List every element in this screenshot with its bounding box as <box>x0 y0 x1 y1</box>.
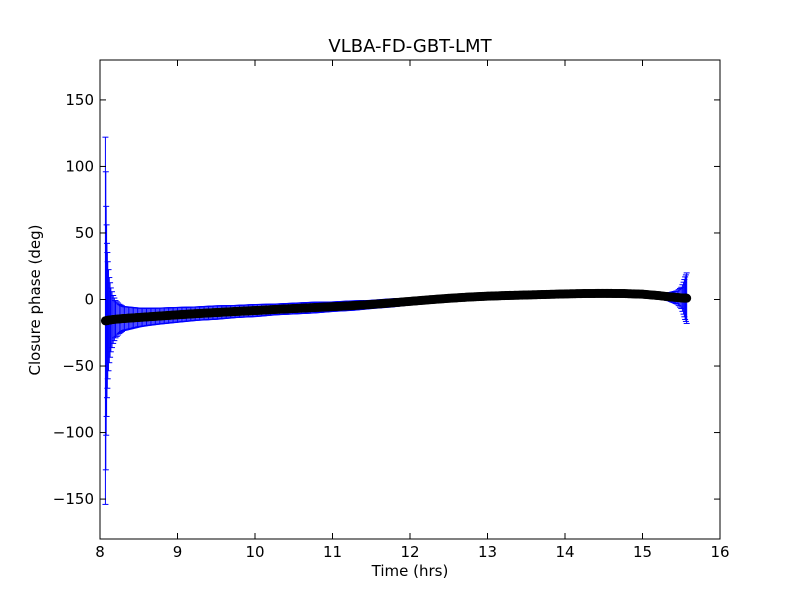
y-tick-label: −50 <box>62 357 94 375</box>
chart-title: VLBA-FD-GBT-LMT <box>328 36 492 57</box>
y-tick-label: 0 <box>84 291 94 309</box>
y-axis: −150 −100 −50 0 50 100 150 <box>53 91 720 508</box>
x-tick-label: 10 <box>245 543 264 561</box>
y-tick-label: 150 <box>65 91 94 109</box>
x-tick-label: 14 <box>555 543 574 561</box>
x-tick-label: 13 <box>478 543 497 561</box>
x-tick-label: 9 <box>173 543 183 561</box>
x-axis-label: Time (hrs) <box>371 562 449 580</box>
x-tick-label: 8 <box>95 543 105 561</box>
y-tick-label: −150 <box>53 490 94 508</box>
x-tick-label: 12 <box>400 543 419 561</box>
x-tick-label: 15 <box>633 543 652 561</box>
x-tick-label: 11 <box>323 543 342 561</box>
marker-layer <box>100 288 692 326</box>
x-tick-label: 16 <box>710 543 729 561</box>
y-tick-label: −100 <box>53 424 94 442</box>
y-tick-label: 50 <box>75 224 94 242</box>
errorbar-layer <box>102 136 690 505</box>
data-point <box>682 293 692 303</box>
x-axis: 8 9 10 11 12 13 14 15 16 <box>95 60 730 561</box>
y-tick-label: 100 <box>65 157 94 175</box>
y-axis-label: Closure phase (deg) <box>26 225 44 376</box>
